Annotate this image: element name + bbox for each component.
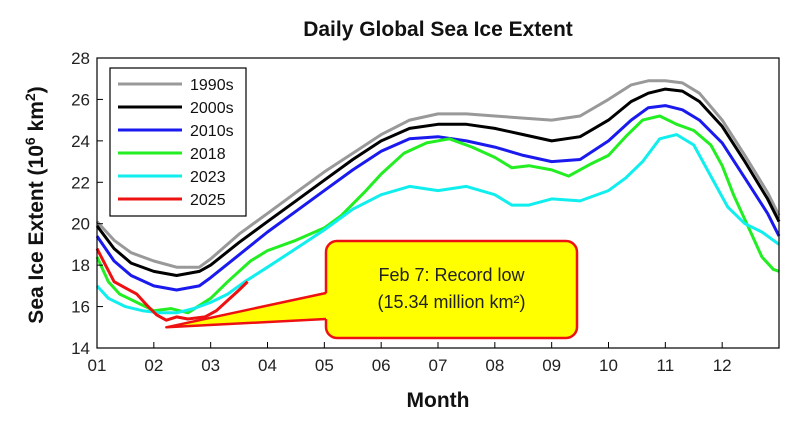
annotation: Feb 7: Record low (15.34 million km²): [165, 239, 579, 340]
series-line-2023: [95, 133, 780, 315]
legend-label-2023: 2023: [190, 169, 226, 186]
y-tick-label: 18: [71, 256, 90, 275]
y-axis-label: Sea Ice Extent (106 km2): [22, 86, 48, 323]
y-tick-label: 28: [71, 49, 90, 68]
annotation-line-1: Feb 7: Record low: [378, 265, 525, 285]
legend-label-2018: 2018: [190, 146, 226, 163]
x-tick-label: 07: [429, 356, 448, 375]
x-tick-label: 02: [144, 356, 163, 375]
x-tick-label: 09: [542, 356, 561, 375]
x-tick-label: 10: [599, 356, 618, 375]
chart-title: Daily Global Sea Ice Extent: [303, 18, 573, 41]
legend-box: [109, 67, 247, 217]
x-tick-label: 06: [372, 356, 391, 375]
x-tick-label: 04: [258, 356, 277, 375]
series-line-2025: [95, 247, 249, 322]
legend-label-2025: 2025: [190, 192, 226, 209]
y-tick-label: 16: [71, 298, 90, 317]
y-tick-label: 14: [71, 339, 90, 358]
legend-label-2010s: 2010s: [190, 123, 234, 140]
y-tick-label: 22: [71, 173, 90, 192]
x-axis-label: Month: [407, 389, 470, 412]
legend-label-1990s: 1990s: [190, 77, 234, 94]
legend: 1990s 2000s 2010s 2018 2023 2025: [109, 67, 247, 217]
x-tick-label: 11: [657, 356, 675, 375]
axis-ticks: 01 02 03 04 05 06 07 08 09 10 11 12 14 16 18 20 22 24 26 28: [71, 49, 732, 375]
annotation-line-2: (15.34 million km²): [377, 292, 525, 312]
legend-label-2000s: 2000s: [190, 100, 234, 117]
y-tick-label: 24: [71, 132, 90, 151]
x-tick-label: 12: [713, 356, 732, 375]
x-tick-label: 01: [88, 356, 107, 375]
series-layer: [95, 79, 781, 322]
series-line-1990s: [95, 79, 781, 269]
x-tick-label: 08: [485, 356, 504, 375]
y-tick-label: 20: [71, 215, 90, 234]
annotation-box: [324, 239, 579, 340]
series-line-2000s: [95, 87, 781, 277]
x-tick-label: 05: [315, 356, 334, 375]
y-tick-label: 26: [71, 90, 90, 109]
annotation-pointer-outline: [165, 291, 327, 329]
x-tick-label: 03: [201, 356, 220, 375]
